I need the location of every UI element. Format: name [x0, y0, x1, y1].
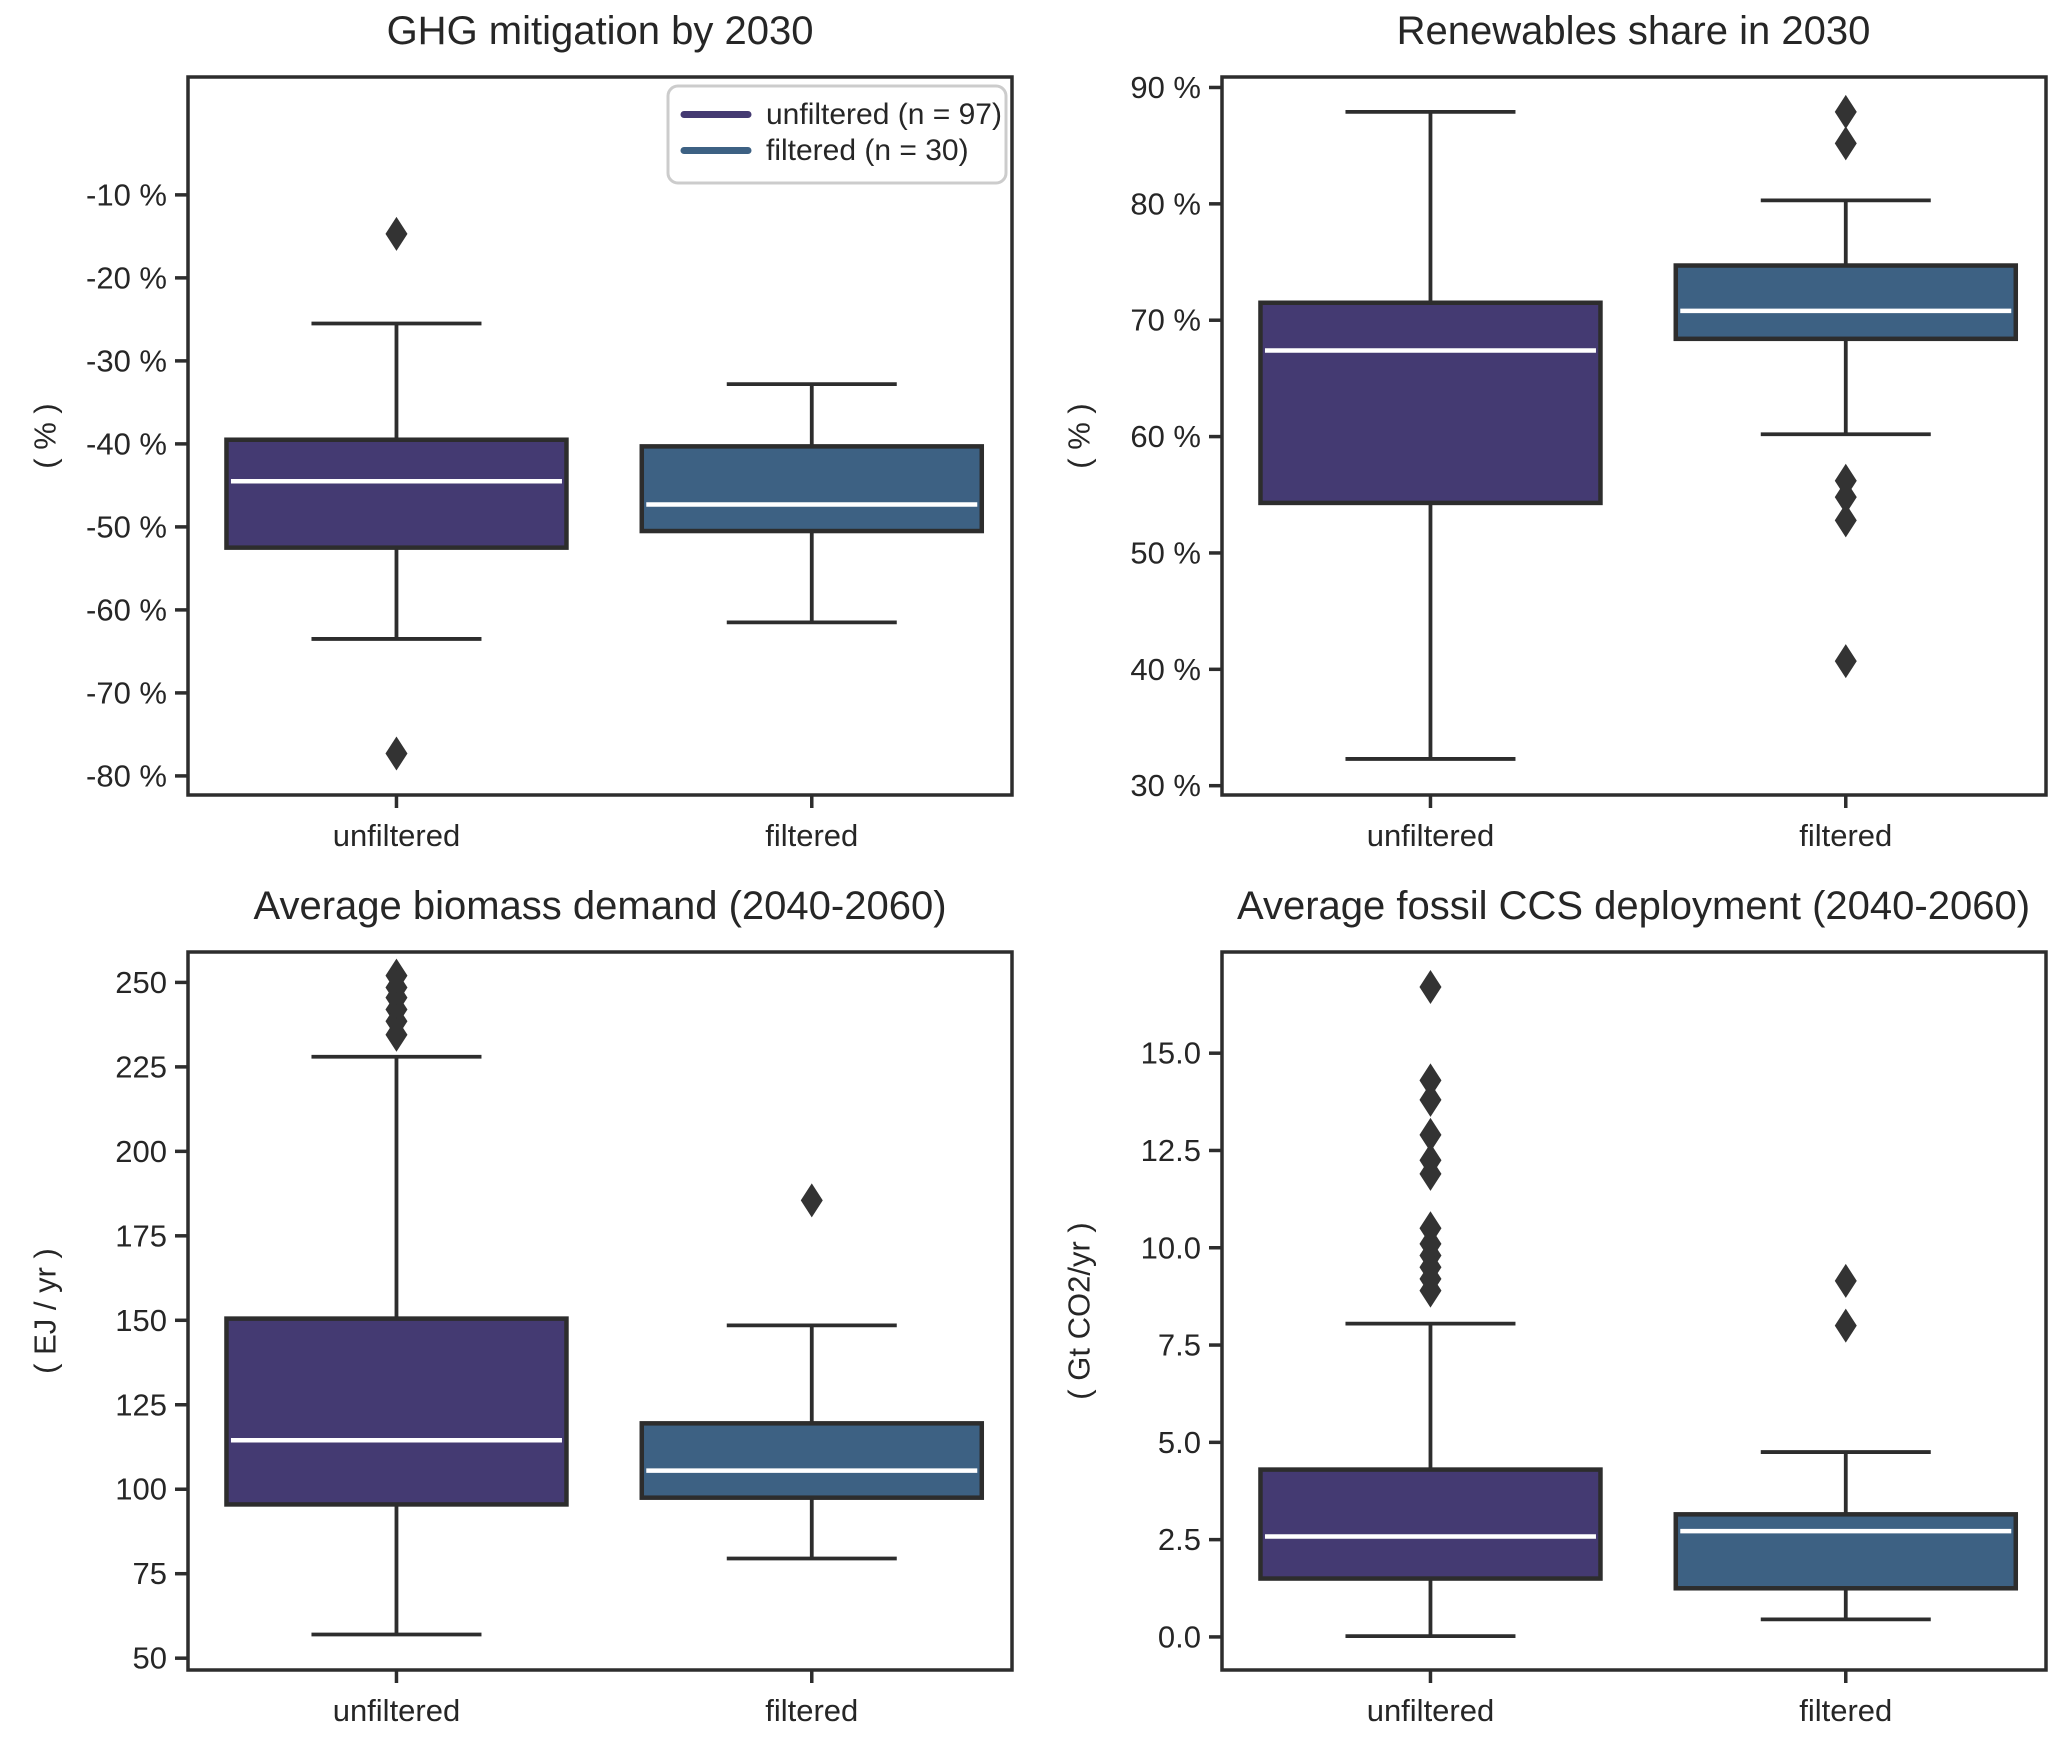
- box-filtered: [1673, 1263, 2018, 1621]
- legend-label: unfiltered (n = 97): [766, 98, 1002, 131]
- y-tick-label: -70 %: [86, 675, 167, 710]
- legend-box: [666, 84, 1008, 185]
- outlier-diamond: [1834, 94, 1857, 129]
- outlier-diamond: [1834, 1263, 1857, 1298]
- y-tick-label: -60 %: [86, 592, 167, 627]
- y-tick-label: -80 %: [86, 758, 167, 793]
- outlier-diamond: [385, 216, 408, 251]
- x-tick-label: unfiltered: [1366, 818, 1494, 853]
- outlier-diamond: [800, 1182, 823, 1217]
- boxplot-canvas-biomass: 50 75 100 125 150 175 200 225 250 ( EJ / yr ) unfi…: [28, 949, 1014, 1728]
- legend-label: filtered (n = 30): [766, 134, 969, 167]
- outlier-diamond: [1834, 126, 1857, 161]
- y-tick-label: 60 %: [1130, 419, 1201, 454]
- box-unfiltered: [224, 958, 569, 1636]
- x-tick-label: filtered: [1799, 818, 1892, 853]
- subplot-title: Average fossil CCS deployment (2040-2060…: [1236, 883, 2031, 928]
- y-tick-label: -30 %: [86, 343, 167, 378]
- subplot-fossil-ccs: Average fossil CCS deployment (2040-2060…: [1034, 875, 2067, 1749]
- y-tick-label: 40 %: [1130, 652, 1201, 687]
- axes-frame: [1219, 949, 2048, 1672]
- y-tick-label: 50 %: [1130, 535, 1201, 570]
- x-tick-label: filtered: [765, 818, 858, 853]
- box-filtered: [639, 1182, 985, 1560]
- iqr-box: [224, 437, 569, 550]
- outlier-diamond: [1418, 1273, 1441, 1308]
- boxplot-canvas-renewables: 30 % 40 % 50 % 60 % 70 % 80 % 90 % ( % ) unfilte…: [1061, 70, 2048, 853]
- y-tick-label: 75: [133, 1556, 167, 1591]
- iqr-box: [1673, 263, 2018, 342]
- iqr-box: [639, 444, 985, 534]
- outlier-diamond: [1834, 1308, 1857, 1343]
- x-tick-label: unfiltered: [333, 1693, 461, 1728]
- y-tick-label: 50: [133, 1640, 167, 1675]
- subplot-renewables-share: Renewables share in 2030 30 % 40 % 50 % 60 …: [1034, 0, 2067, 875]
- outlier-diamond: [1418, 1062, 1441, 1097]
- y-tick-label: 30 %: [1130, 768, 1201, 803]
- iqr-box: [1257, 1466, 1603, 1581]
- subplot-title: GHG mitigation by 2030: [386, 9, 814, 53]
- outlier-diamond: [1418, 1156, 1441, 1191]
- y-tick-label: 70 %: [1130, 303, 1201, 338]
- y-tick-label: 12.5: [1140, 1132, 1200, 1167]
- subplot-biomass-demand: Average biomass demand (2040-2060) 50 75 1…: [0, 875, 1034, 1749]
- iqr-box: [1673, 1511, 2018, 1591]
- iqr-box: [224, 1315, 569, 1507]
- outlier-diamond: [1834, 503, 1857, 538]
- y-tick-label: 80 %: [1130, 186, 1201, 221]
- y-tick-label: -50 %: [86, 509, 167, 544]
- outlier-diamond: [1834, 644, 1857, 679]
- y-tick-label: 7.5: [1157, 1327, 1200, 1362]
- outlier-diamond: [1418, 1082, 1441, 1117]
- legend: unfiltered (n = 97)filtered (n = 30): [666, 84, 1008, 185]
- axes-frame: [186, 949, 1014, 1672]
- boxplot-canvas-ghg: -80 % -70 % -60 % -50 % -40 % -30 % -20 % -10 %…: [28, 75, 1014, 853]
- axes-frame: [1219, 75, 2048, 797]
- y-tick-label: 175: [115, 1218, 167, 1253]
- y-tick-label: 5.0: [1157, 1424, 1200, 1459]
- subplot-title: Renewables share in 2030: [1396, 9, 1871, 53]
- y-tick-label: 10.0: [1140, 1230, 1200, 1265]
- box-filtered: [639, 382, 985, 625]
- y-tick-label: -40 %: [86, 426, 167, 461]
- y-tick-label: 225: [115, 1049, 167, 1084]
- outlier-diamond: [1834, 480, 1857, 515]
- x-tick-label: unfiltered: [1366, 1693, 1494, 1728]
- y-tick-label: 2.5: [1157, 1522, 1200, 1557]
- iqr-box: [639, 1420, 985, 1500]
- y-tick-label: 125: [115, 1387, 167, 1422]
- x-tick-label: filtered: [765, 1693, 858, 1728]
- y-tick-label: 15.0: [1140, 1035, 1200, 1070]
- x-tick-label: filtered: [1799, 1693, 1892, 1728]
- y-tick-label: 100: [115, 1471, 167, 1506]
- outlier-diamond: [385, 736, 408, 771]
- subplot-ghg-mitigation: GHG mitigation by 2030 -80 % -70 % -60 % -5…: [0, 0, 1034, 875]
- x-tick-label: unfiltered: [333, 818, 461, 853]
- y-tick-label: 150: [115, 1302, 167, 1337]
- outlier-diamond: [1418, 1117, 1441, 1152]
- box-unfiltered: [1257, 110, 1603, 761]
- y-axis-label: ( % ): [28, 403, 63, 468]
- boxplot-canvas-ccs: 0.0 2.5 5.0 7.5 10.0 12.5 15.0 ( Gt CO2/yr ) unf…: [1061, 949, 2048, 1728]
- y-tick-label: -10 %: [86, 177, 167, 212]
- y-axis-label: ( EJ / yr ): [28, 1248, 63, 1374]
- axes-frame: [186, 75, 1014, 797]
- y-tick-label: 90 %: [1130, 70, 1201, 105]
- subplot-title: Average biomass demand (2040-2060): [253, 883, 947, 928]
- y-axis-label: ( % ): [1061, 403, 1096, 468]
- y-tick-label: 250: [115, 964, 167, 999]
- box-unfiltered: [224, 216, 569, 771]
- box-unfiltered: [1257, 969, 1603, 1638]
- y-tick-label: -20 %: [86, 260, 167, 295]
- iqr-box: [1257, 300, 1603, 506]
- y-tick-label: 0.0: [1157, 1619, 1200, 1654]
- box-filtered: [1673, 94, 2018, 679]
- outlier-diamond: [1418, 969, 1441, 1004]
- y-tick-label: 200: [115, 1133, 167, 1168]
- y-axis-label: ( Gt CO2/yr ): [1061, 1222, 1096, 1399]
